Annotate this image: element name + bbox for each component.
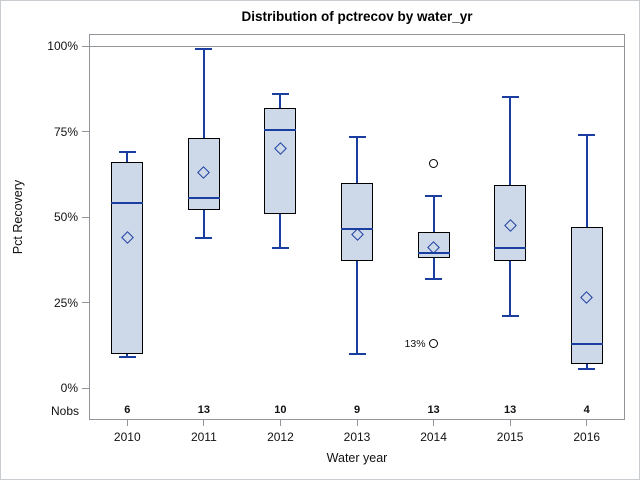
nobs-value: 13 — [504, 404, 517, 416]
nobs-value: 10 — [274, 404, 287, 416]
xtick-mark — [509, 420, 511, 426]
xtick-mark — [279, 420, 281, 426]
xtick-mark — [126, 420, 128, 426]
nobs-row-label: Nobs — [50, 404, 79, 418]
box-rect — [264, 107, 297, 214]
box-rect — [341, 182, 373, 262]
whisker-cap-top — [271, 92, 289, 95]
whisker-cap-top — [195, 48, 213, 51]
median-line — [570, 342, 603, 345]
ytick-mark — [82, 131, 89, 132]
ytick-label: 25% — [53, 295, 78, 310]
xtick-label: 2010 — [113, 430, 141, 444]
chart-title: Distribution of pctrecov by water_yr — [241, 9, 473, 24]
x-axis-title: Water year — [326, 451, 388, 465]
whisker-cap-bottom — [118, 356, 136, 359]
median-line — [494, 246, 527, 249]
ytick-mark — [82, 216, 89, 218]
nobs-value: 9 — [353, 404, 361, 416]
xtick-label: 2014 — [420, 430, 447, 444]
xtick-label: 2016 — [573, 430, 601, 444]
xtick-mark — [356, 420, 358, 426]
whisker-cap-bottom — [271, 246, 289, 249]
xtick-mark — [586, 420, 588, 426]
box-rect — [570, 227, 603, 365]
reference-line-100 — [89, 45, 625, 47]
whisker-cap-top — [425, 195, 443, 198]
xtick-label: 2013 — [343, 430, 371, 444]
outlier-point — [428, 159, 438, 169]
xtick-mark — [203, 420, 205, 426]
xtick-label: 2012 — [267, 430, 294, 444]
nobs-value: 6 — [124, 404, 131, 416]
ytick-mark — [82, 387, 89, 389]
outlier-point — [428, 338, 438, 348]
box-rect — [111, 162, 144, 354]
nobs-value: 4 — [583, 404, 590, 416]
whisker-cap-top — [348, 135, 366, 138]
plot-frame — [89, 34, 625, 420]
whisker-cap-bottom — [578, 368, 596, 371]
xtick-label: 2011 — [190, 430, 217, 444]
whisker-cap-top — [578, 133, 596, 136]
whisker-cap-bottom — [425, 277, 443, 280]
whisker-cap-bottom — [348, 352, 366, 355]
median-line — [341, 227, 373, 230]
nobs-value: 13 — [197, 404, 210, 416]
median-line — [111, 202, 144, 205]
ytick-label: 0% — [60, 381, 78, 395]
whisker-cap-top — [501, 96, 519, 99]
outlier-label: 13% — [404, 337, 426, 350]
ytick-label: 50% — [53, 210, 78, 224]
ytick-label: 75% — [53, 124, 78, 139]
xtick-label: 2015 — [496, 430, 524, 444]
ytick-label: 100% — [47, 39, 78, 53]
whisker-cap-bottom — [501, 315, 519, 318]
median-line — [187, 197, 220, 200]
nobs-value: 13 — [427, 404, 440, 416]
whisker-cap-top — [118, 151, 136, 154]
whisker-cap-bottom — [195, 236, 213, 239]
median-line — [264, 128, 297, 131]
ytick-mark — [82, 45, 89, 47]
xtick-mark — [433, 420, 435, 426]
ytick-mark — [82, 302, 89, 303]
median-line — [417, 251, 450, 254]
